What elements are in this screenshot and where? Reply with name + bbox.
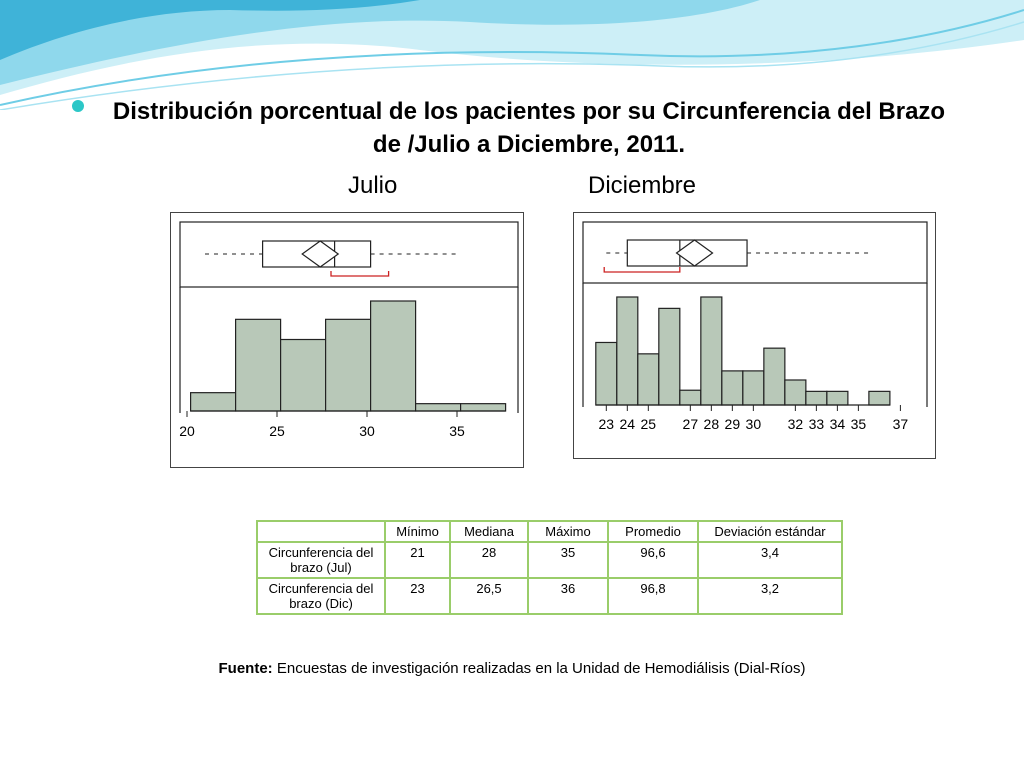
histogram-bar <box>595 341 618 406</box>
diciembre-chart-panel: 23 24 25 27 28 29 30 32 33 34 35 37 <box>573 212 936 459</box>
histogram-frame <box>582 283 928 407</box>
x-tick-label: 24 <box>620 416 636 432</box>
table-cell: 96,6 <box>607 541 699 579</box>
title-block: Distribución porcentual de los pacientes… <box>72 95 972 161</box>
source-label: Fuente: <box>218 660 273 677</box>
table-cell: Circunferencia del brazo (Dic) <box>256 577 386 615</box>
table-row: Circunferencia del brazo (Jul) 21 28 35 … <box>256 541 843 579</box>
table-header-cell: Máximo <box>527 520 609 543</box>
histogram-bar <box>190 392 237 412</box>
boxplot-mean-diamond <box>675 239 714 267</box>
confidence-interval-bracket <box>330 271 390 277</box>
source-note: Fuente: Encuestas de investigación reali… <box>0 660 1024 677</box>
x-tick-label: 25 <box>641 416 657 432</box>
table-cell: 3,2 <box>697 577 843 615</box>
bullet-icon <box>72 100 84 112</box>
wave-line-2 <box>0 21 1024 110</box>
histogram-frame <box>179 287 519 413</box>
x-tick-label: 35 <box>449 423 465 439</box>
x-tick-label: 30 <box>746 416 762 432</box>
histogram-bar <box>700 296 723 406</box>
histogram-bar <box>784 379 807 406</box>
table-cell: 28 <box>449 541 529 579</box>
histogram-bar <box>721 370 744 406</box>
label-diciembre: Diciembre <box>588 172 697 199</box>
x-tick-label: 33 <box>809 416 825 432</box>
table-cell: 35 <box>527 541 609 579</box>
histogram-bar <box>234 318 282 412</box>
diciembre-histogram-chart: 23 24 25 27 28 29 30 32 33 34 35 37 <box>582 221 928 432</box>
histogram-bar <box>279 338 327 412</box>
table-cell: 21 <box>384 541 451 579</box>
confidence-interval-bracket <box>603 267 681 273</box>
histogram-bar <box>742 370 765 406</box>
histogram-bar <box>679 389 702 406</box>
wave-dark <box>0 0 420 60</box>
x-tick-label: 20 <box>179 423 195 439</box>
histogram-bar <box>415 403 462 412</box>
table-header-cell <box>256 520 386 543</box>
x-tick-label: 29 <box>725 416 741 432</box>
x-tick-label: 25 <box>269 423 285 439</box>
histogram-bar <box>763 347 786 406</box>
table-row: Circunferencia del brazo (Dic) 23 26,5 3… <box>256 577 843 615</box>
table-header-cell: Promedio <box>607 520 699 543</box>
x-tick-label: 28 <box>704 416 720 432</box>
x-tick-label: 35 <box>851 416 867 432</box>
table-header-row: Mínimo Mediana Máximo Promedio Deviación… <box>256 520 843 543</box>
wave-mid <box>0 0 760 85</box>
histogram-bar <box>868 390 891 406</box>
x-tick-label: 34 <box>830 416 846 432</box>
julio-histogram-chart: 20 25 30 35 <box>179 221 519 439</box>
histogram-bar <box>658 307 681 406</box>
boxplot-mean-diamond <box>301 240 340 268</box>
x-tick-label: 32 <box>788 416 804 432</box>
table-cell: 96,8 <box>607 577 699 615</box>
boxplot-frame <box>582 221 928 284</box>
x-tick-label: 27 <box>683 416 699 432</box>
table-cell: 23 <box>384 577 451 615</box>
histogram-bar <box>805 390 828 406</box>
histogram-bar <box>460 403 507 412</box>
wave-line <box>0 9 1024 106</box>
table-cell: 36 <box>527 577 609 615</box>
header-wave-decoration <box>0 0 1024 110</box>
summary-table: Mínimo Mediana Máximo Promedio Deviación… <box>256 520 843 615</box>
x-tick-label: 23 <box>599 416 615 432</box>
table-cell: 26,5 <box>449 577 529 615</box>
table-header-cell: Mínimo <box>384 520 451 543</box>
histogram-bar <box>637 353 660 406</box>
boxplot-frame <box>179 221 519 288</box>
source-text: Encuestas de investigación realizadas en… <box>276 660 806 677</box>
histogram-bar <box>616 296 639 406</box>
julio-chart-panel: 20 25 30 35 <box>170 212 524 468</box>
label-julio: Julio <box>348 172 398 199</box>
x-tick-label: 30 <box>359 423 375 439</box>
histogram-bar <box>826 390 849 406</box>
slide-title: Distribución porcentual de los pacientes… <box>112 98 946 158</box>
table-cell: 3,4 <box>697 541 843 579</box>
histogram-bar <box>370 300 417 412</box>
histogram-bar <box>325 318 372 412</box>
table-cell: Circunferencia del brazo (Jul) <box>256 541 386 579</box>
x-tick-label: 37 <box>893 416 909 432</box>
table-header-cell: Deviación estándar <box>697 520 843 543</box>
table-header-cell: Mediana <box>449 520 529 543</box>
